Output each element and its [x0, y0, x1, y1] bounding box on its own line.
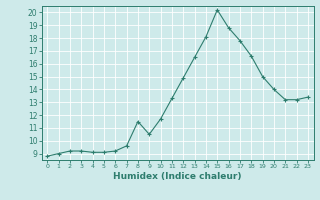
X-axis label: Humidex (Indice chaleur): Humidex (Indice chaleur)	[113, 172, 242, 181]
